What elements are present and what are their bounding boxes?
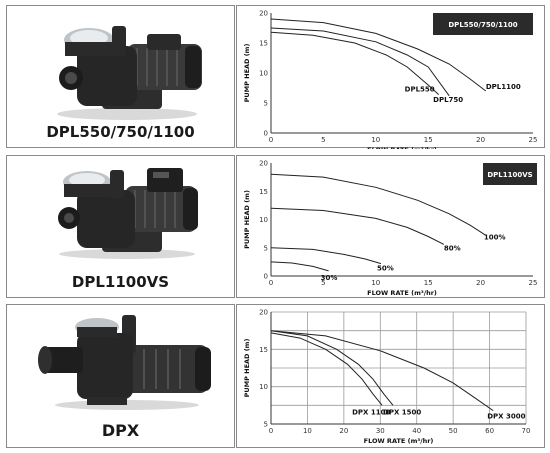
x-tick-label: 70 xyxy=(522,427,531,435)
y-tick-label: 20 xyxy=(259,309,268,317)
series-label: 80% xyxy=(444,244,461,252)
series-label: 30% xyxy=(321,274,338,282)
x-tick-label: 0 xyxy=(269,427,273,435)
product-panel-dpx: DPX xyxy=(6,304,235,448)
x-axis-label: FLOW RATE (m³/hr) xyxy=(364,437,434,445)
pump-dpl-vs-icon xyxy=(58,168,198,259)
y-axis-label: PUMP HEAD (m) xyxy=(243,339,251,398)
series-line xyxy=(270,261,329,272)
x-tick-label: 60 xyxy=(485,427,494,435)
pump-dpl-icon xyxy=(57,26,202,120)
series-label: 50% xyxy=(377,265,394,273)
chart-badge-label: DPL1100VS xyxy=(487,171,532,179)
y-tick-label: 15 xyxy=(259,188,268,196)
x-tick-label: 40 xyxy=(412,427,421,435)
chart-badge xyxy=(483,163,537,185)
chart-panel-3: 0 10 20 30 40 50 60 70 5 10 15 20 FLOW RATE (m³/hr) P… xyxy=(236,304,545,448)
series-label: DPL1100 xyxy=(486,83,521,91)
y-axis-label: PUMP HEAD (m) xyxy=(243,44,251,103)
y-tick-label: 5 xyxy=(264,421,268,429)
product-name: DPX xyxy=(101,421,140,440)
y-tick-label: 10 xyxy=(259,216,268,224)
x-tick-label: 5 xyxy=(321,279,325,287)
pump-curve-chart: 0 5 10 15 20 25 0 5 10 15 20 FLOW RATE (m³/hr) PUMP … xyxy=(243,10,538,150)
chart-panel-2: 0 5 10 15 20 25 0 5 10 15 20 FLOW RATE (m³/hr) PUMP … xyxy=(236,155,545,298)
chart-badge-label: DPL550/750/1100 xyxy=(448,21,517,29)
y-tick-label: 15 xyxy=(259,346,268,354)
x-axis-label: FLOW RATE (m³/hr) xyxy=(367,289,437,297)
pump-curve-chart: 0 10 20 30 40 50 60 70 5 10 15 20 FLOW RATE (m³/hr) P… xyxy=(243,309,531,446)
y-tick-label: 15 xyxy=(259,40,268,48)
y-tick-label: 10 xyxy=(259,70,268,78)
series-line xyxy=(270,27,450,97)
series-line xyxy=(270,330,394,406)
x-tick-label: 0 xyxy=(269,136,273,144)
y-tick-label: 20 xyxy=(259,160,268,168)
series-line xyxy=(270,31,440,95)
x-axis-label: FLOW RATE (m³/hr) xyxy=(367,146,437,149)
pump-dpx-icon xyxy=(38,315,211,410)
chart-badge xyxy=(433,13,533,35)
y-tick-label: 10 xyxy=(259,383,268,391)
x-tick-label: 25 xyxy=(529,279,538,287)
series-line xyxy=(270,330,494,412)
pump-curve-chart: 0 5 10 15 20 25 0 5 10 15 20 FLOW RATE (m³/hr) PUMP … xyxy=(243,160,538,298)
x-tick-label: 15 xyxy=(424,279,433,287)
x-tick-label: 25 xyxy=(529,136,538,144)
series-line xyxy=(270,18,487,92)
y-tick-label: 5 xyxy=(264,244,268,252)
y-axis-label: PUMP HEAD (m) xyxy=(243,190,251,249)
x-tick-label: 50 xyxy=(449,427,458,435)
product-panel-dpl1100vs: DPL1100VS xyxy=(6,155,235,298)
x-tick-label: 20 xyxy=(476,136,485,144)
product-name: DPL550/750/1100 xyxy=(46,123,195,141)
series-label: DPX 1500 xyxy=(383,408,421,416)
x-tick-label: 30 xyxy=(376,427,385,435)
x-tick-label: 10 xyxy=(371,136,380,144)
y-tick-label: 20 xyxy=(259,10,268,18)
series-line xyxy=(270,173,487,236)
chart-panel-1: 0 5 10 15 20 25 0 5 10 15 20 FLOW RATE (m³/hr) PUMP … xyxy=(236,5,545,150)
y-tick-label: 0 xyxy=(264,130,268,138)
product-panel-dpl550: DPL550/750/1100 xyxy=(6,5,235,148)
series-label: DPX 1100 xyxy=(352,408,390,416)
x-tick-label: 0 xyxy=(269,279,273,287)
series-label: DPL750 xyxy=(433,96,463,104)
x-tick-label: 20 xyxy=(339,427,348,435)
series-label: DPX 3000 xyxy=(487,413,525,421)
series-line xyxy=(270,332,383,406)
series-line xyxy=(270,247,382,265)
series-line xyxy=(270,207,445,245)
x-tick-label: 20 xyxy=(476,279,485,287)
y-tick-label: 0 xyxy=(264,273,268,281)
y-tick-label: 5 xyxy=(264,100,268,108)
series-label: 100% xyxy=(484,233,506,241)
x-tick-label: 15 xyxy=(424,136,433,144)
x-tick-label: 10 xyxy=(303,427,312,435)
x-tick-label: 10 xyxy=(371,279,380,287)
x-tick-label: 5 xyxy=(321,136,325,144)
product-name: DPL1100VS xyxy=(71,273,170,291)
series-label: DPL550 xyxy=(405,86,435,94)
